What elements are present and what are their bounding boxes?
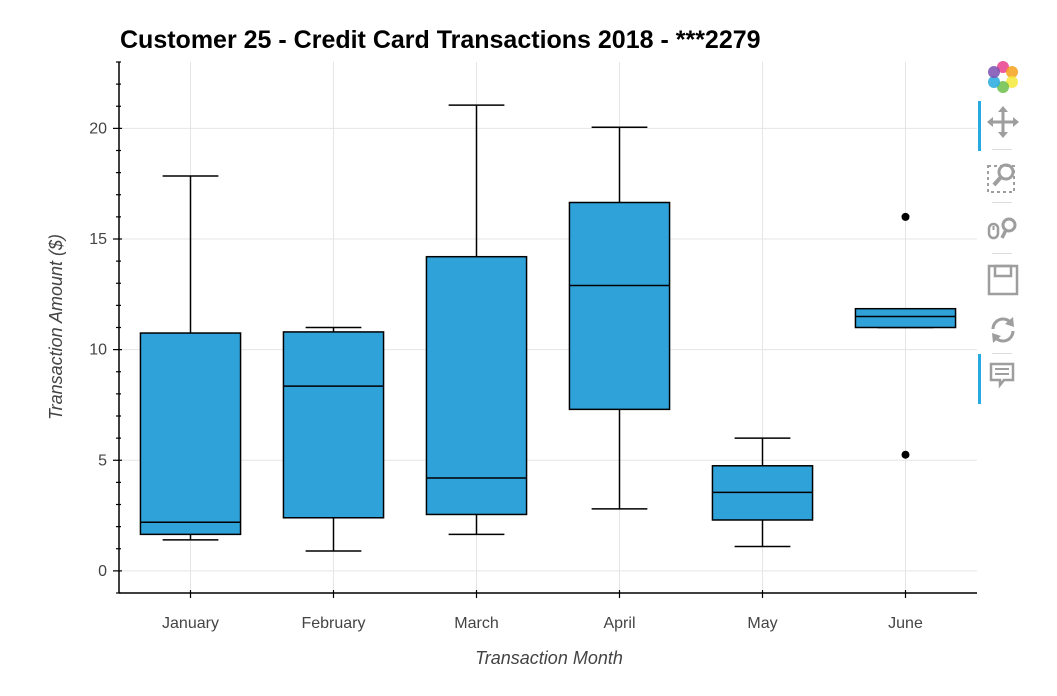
y-tick-label: 10 [89,342,107,359]
save-icon [987,264,1019,296]
box-zoom-icon [987,163,1015,193]
hover-tool-button[interactable] [978,354,1028,404]
axes: 0 5 10 15 20 January February March April May June [89,61,977,632]
pan-tool-button[interactable] [978,101,1028,151]
x-tick-label: February [301,615,365,632]
box-january [139,175,242,541]
y-tick-label: 15 [89,231,107,248]
box-may [711,437,814,548]
box-zoom-tool-button[interactable] [978,156,1028,196]
box-february [282,326,385,552]
x-tick-label: April [603,615,635,632]
x-axis-label: Transaction Month [475,648,623,668]
outlier-point [901,450,910,459]
y-axis-label: Transaction Amount ($) [46,234,66,420]
box-april [568,126,671,510]
bokeh-logo-icon[interactable] [978,56,1028,96]
outlier-point [901,212,910,221]
reset-tool-button[interactable] [978,309,1028,349]
save-tool-button[interactable] [978,259,1028,299]
box-iqr [568,201,671,411]
grid-lines [119,62,977,593]
boxes [139,104,957,552]
x-tick-label: June [888,615,923,632]
hover-icon [989,362,1015,389]
wheel-zoom-icon [987,217,1017,240]
y-tick-label: 20 [89,120,107,137]
box-iqr [425,255,528,516]
box-june [854,212,957,459]
reset-icon [991,317,1015,343]
pan-icon [987,106,1019,138]
plot-toolbar [978,56,1028,416]
box-iqr [139,332,242,536]
box-march [425,104,528,536]
y-tick-label: 0 [98,563,107,580]
x-tick-label: January [162,615,219,632]
chart-title: Customer 25 - Credit Card Transactions 2… [120,26,761,54]
x-tick-label: March [454,615,498,632]
wheel-zoom-tool-button[interactable] [978,208,1028,248]
box-iqr [282,331,385,519]
y-tick-label: 5 [98,452,107,469]
x-tick-label: May [747,615,777,632]
box-iqr [854,307,957,329]
